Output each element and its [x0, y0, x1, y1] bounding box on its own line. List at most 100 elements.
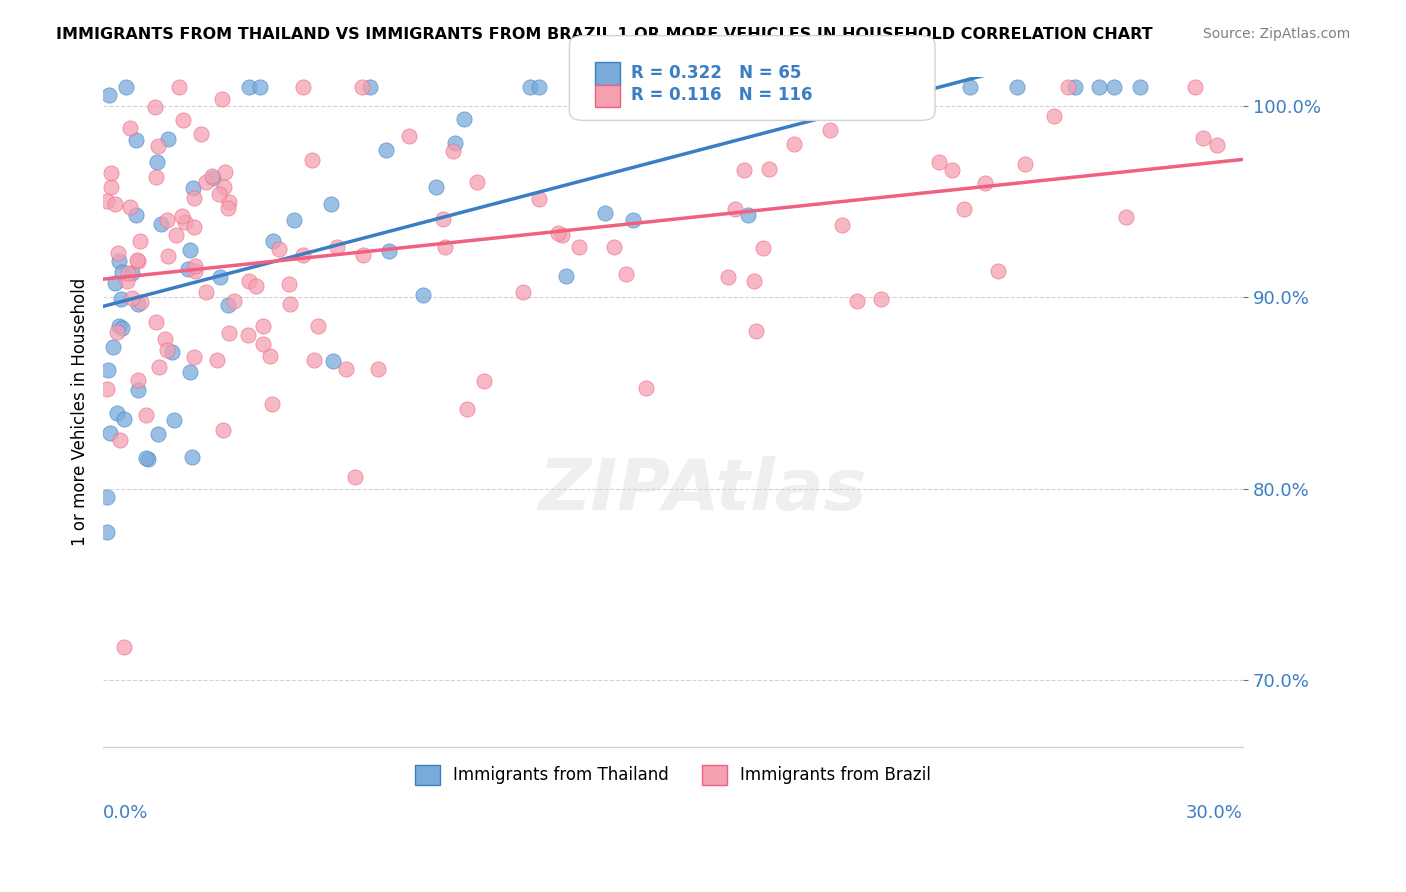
Point — [554, 268, 576, 283]
Point — [201, 170, 224, 185]
Point — [127, 253, 149, 268]
Point — [443, 136, 465, 150]
Point — [190, 128, 212, 142]
Text: ZIPAtlas: ZIPAtlas — [538, 456, 868, 525]
Point — [100, 166, 122, 180]
Point — [181, 181, 204, 195]
Point — [163, 413, 186, 427]
Point — [1057, 80, 1080, 95]
Point — [291, 248, 314, 262]
Point — [173, 215, 195, 229]
Text: IMMIGRANTS FROM THAILAND VS IMMIGRANTS FROM BRAZIL 1 OR MORE VEHICLES IN HOUSEHO: IMMIGRANTS FROM THAILAND VS IMMIGRANTS F… — [56, 27, 1153, 42]
Point — [96, 525, 118, 540]
Point — [98, 426, 121, 441]
Point — [453, 112, 475, 126]
Point — [217, 297, 239, 311]
Point — [398, 129, 420, 144]
Point — [343, 470, 366, 484]
Point — [118, 200, 141, 214]
Point — [129, 234, 152, 248]
Point — [104, 276, 127, 290]
Point — [831, 218, 853, 232]
Point — [179, 365, 201, 379]
Point — [1087, 80, 1109, 95]
Point — [664, 80, 686, 95]
Point — [172, 112, 194, 127]
Point — [301, 153, 323, 167]
Point — [217, 201, 239, 215]
Point — [568, 240, 591, 254]
Point — [527, 80, 550, 95]
Point — [121, 266, 143, 280]
Point — [737, 208, 759, 222]
Point — [167, 80, 190, 95]
Point — [238, 274, 260, 288]
Point — [214, 165, 236, 179]
Point — [860, 80, 883, 95]
Point — [157, 131, 180, 145]
Point — [1102, 80, 1125, 95]
Point — [105, 325, 128, 339]
Point — [245, 278, 267, 293]
Text: R = 0.322   N = 65: R = 0.322 N = 65 — [631, 64, 801, 82]
Point — [209, 269, 232, 284]
Point — [551, 228, 574, 243]
Point — [97, 363, 120, 377]
Point — [456, 401, 478, 416]
Point — [114, 80, 136, 95]
Point — [212, 423, 235, 437]
Point — [218, 326, 240, 340]
Point — [759, 80, 782, 95]
Point — [567, 80, 589, 95]
Point — [519, 80, 541, 95]
Point — [108, 319, 131, 334]
Point — [160, 345, 183, 359]
Point — [804, 80, 827, 95]
Point — [111, 321, 134, 335]
Point — [350, 80, 373, 95]
Point — [603, 240, 626, 254]
Point — [104, 196, 127, 211]
Point — [183, 350, 205, 364]
Point — [547, 226, 569, 240]
Point — [183, 191, 205, 205]
Point — [224, 294, 246, 309]
Point — [125, 133, 148, 147]
Point — [593, 206, 616, 220]
Point — [101, 340, 124, 354]
Point — [97, 88, 120, 103]
Point — [443, 144, 465, 158]
Point — [262, 397, 284, 411]
Point — [353, 248, 375, 262]
Point — [1014, 157, 1036, 171]
Point — [1206, 137, 1229, 152]
Point — [184, 259, 207, 273]
Point — [908, 95, 931, 110]
Point — [742, 274, 765, 288]
Point — [111, 265, 134, 279]
Point — [183, 220, 205, 235]
Point — [211, 92, 233, 106]
Point — [374, 143, 396, 157]
Text: R = 0.116   N = 116: R = 0.116 N = 116 — [631, 87, 813, 104]
Point — [1129, 80, 1152, 95]
Point — [1007, 80, 1029, 95]
Point — [304, 353, 326, 368]
Point — [1192, 131, 1215, 145]
Point — [135, 408, 157, 422]
Point — [359, 80, 381, 95]
Point — [148, 359, 170, 374]
Point — [928, 154, 950, 169]
Point — [326, 240, 349, 254]
Point — [184, 263, 207, 277]
Text: 30.0%: 30.0% — [1187, 804, 1243, 822]
Point — [212, 180, 235, 194]
Point — [108, 254, 131, 268]
Point — [1115, 210, 1137, 224]
Point — [252, 319, 274, 334]
Point — [1184, 80, 1206, 95]
Point — [238, 80, 260, 95]
Point — [143, 100, 166, 114]
Point — [96, 490, 118, 504]
Point — [100, 180, 122, 194]
